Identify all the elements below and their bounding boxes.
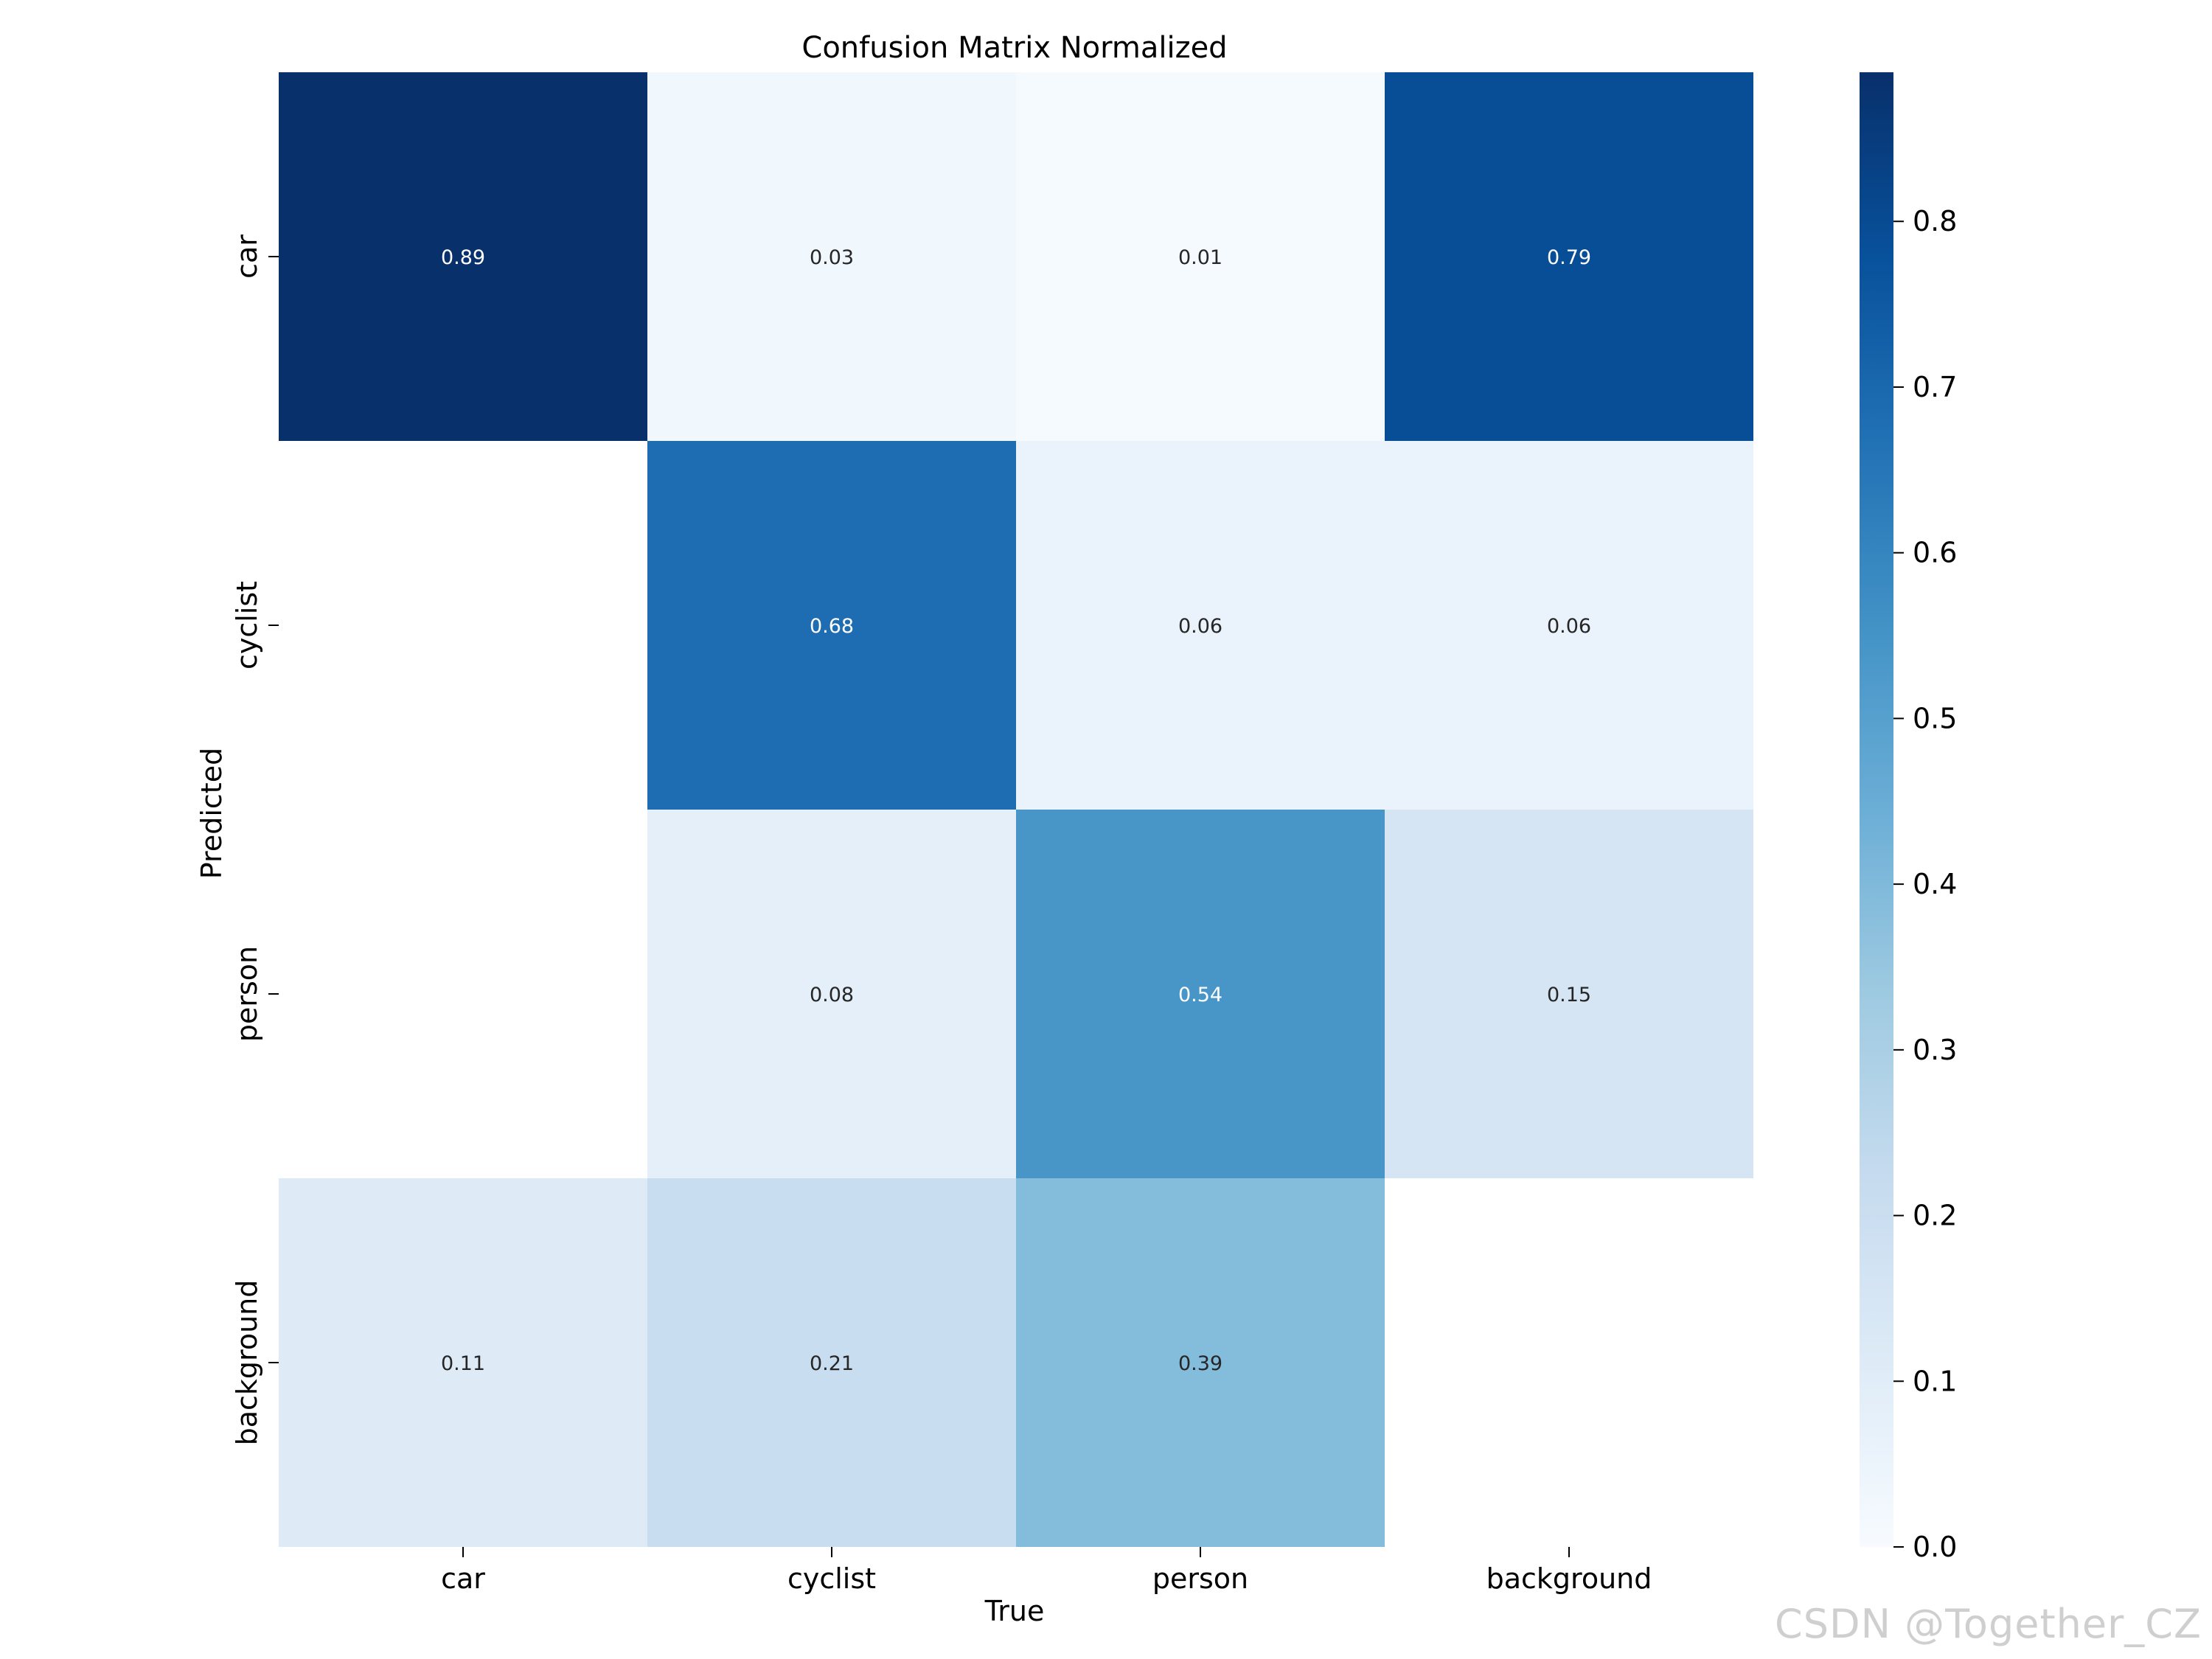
cell-value-label: 0.11 (441, 1352, 485, 1375)
heatmap-cell (647, 441, 1016, 810)
cell-value-label: 0.39 (1178, 1352, 1222, 1375)
heatmap-cell (647, 810, 1016, 1178)
colorbar-tick-label: 0.4 (1913, 868, 1957, 900)
colorbar-ticks: 0.0 0.1 0.2 0.3 0.4 0.5 0.6 0.7 0.8 (1893, 205, 1957, 1563)
x-tick-label: person (1152, 1562, 1248, 1595)
colorbar-tick-label: 0.5 (1913, 702, 1957, 734)
x-tick-label: car (441, 1562, 485, 1595)
cell-value-label: 0.79 (1547, 246, 1591, 269)
cell-value-label: 0.08 (810, 984, 854, 1006)
heatmap-cell (1016, 72, 1385, 441)
heatmap-cell (1385, 72, 1753, 441)
heatmap-cell (279, 1178, 647, 1547)
y-axis-ticks: car cyclist person background (231, 234, 279, 1446)
y-tick-label: cyclist (231, 581, 263, 669)
heatmap-cell (647, 1178, 1016, 1547)
y-tick-label: background (231, 1280, 263, 1446)
colorbar-tick-label: 0.1 (1913, 1365, 1957, 1397)
y-axis-label: Predicted (195, 748, 228, 879)
heatmap-cell (647, 72, 1016, 441)
colorbar-tick-label: 0.6 (1913, 537, 1957, 569)
y-tick-label: person (231, 946, 263, 1042)
x-axis-label: True (984, 1595, 1045, 1627)
cell-value-label: 0.89 (441, 246, 485, 269)
colorbar (1860, 72, 1893, 1547)
cell-value-label: 0.06 (1178, 615, 1222, 638)
y-tick-label: car (231, 234, 263, 279)
heatmap-cells: 0.89 0.03 0.01 0.79 0.68 0.06 0.06 0.08 0.54 0.15… (279, 72, 1753, 1547)
colorbar-tick-label: 0.2 (1913, 1200, 1957, 1232)
cell-value-label: 0.15 (1547, 984, 1591, 1006)
heatmap-cell (279, 72, 647, 441)
cell-value-label: 0.03 (810, 246, 854, 269)
cell-value-label: 0.21 (810, 1352, 854, 1375)
cell-value-label: 0.01 (1178, 246, 1222, 269)
heatmap-cell (1016, 441, 1385, 810)
chart-title: Confusion Matrix Normalized (801, 31, 1227, 65)
cell-value-label: 0.68 (810, 615, 854, 638)
colorbar-tick-label: 0.3 (1913, 1034, 1957, 1066)
cell-value-label: 0.06 (1547, 615, 1591, 638)
colorbar-tick-label: 0.0 (1913, 1531, 1957, 1563)
heatmap-cell (1385, 810, 1753, 1178)
cell-value-label: 0.54 (1178, 984, 1222, 1006)
colorbar-tick-label: 0.7 (1913, 371, 1957, 403)
heatmap-cell (1385, 441, 1753, 810)
watermark: CSDN @Together_CZ (1775, 1601, 2202, 1647)
heatmap-cell (1016, 810, 1385, 1178)
colorbar-tick-label: 0.8 (1913, 205, 1957, 237)
heatmap-cell (1016, 1178, 1385, 1547)
x-axis-ticks: car cyclist person background (441, 1547, 1652, 1595)
x-tick-label: background (1486, 1562, 1652, 1595)
x-tick-label: cyclist (787, 1562, 876, 1595)
